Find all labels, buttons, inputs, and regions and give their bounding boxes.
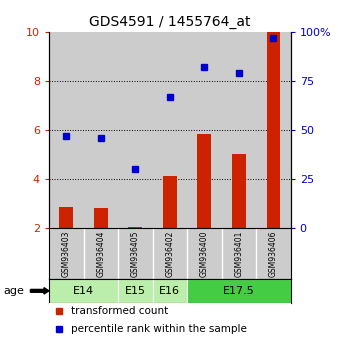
Text: GSM936404: GSM936404 — [96, 230, 105, 277]
Text: GSM936406: GSM936406 — [269, 230, 278, 277]
Bar — [187, 32, 222, 228]
Bar — [59, 207, 73, 228]
Text: transformed count: transformed count — [71, 306, 168, 316]
Bar — [163, 176, 177, 228]
Title: GDS4591 / 1455764_at: GDS4591 / 1455764_at — [89, 16, 250, 29]
Bar — [232, 154, 246, 228]
Bar — [152, 279, 187, 303]
Bar — [197, 133, 211, 228]
Bar — [94, 208, 108, 228]
Text: E15: E15 — [125, 286, 146, 296]
Text: GSM936402: GSM936402 — [165, 230, 174, 277]
Text: GSM936403: GSM936403 — [62, 230, 71, 277]
Bar — [128, 227, 142, 228]
Bar — [49, 32, 83, 228]
Text: age: age — [3, 286, 24, 296]
Text: GSM936401: GSM936401 — [234, 230, 243, 277]
Text: E17.5: E17.5 — [223, 286, 255, 296]
Bar — [49, 279, 118, 303]
Text: percentile rank within the sample: percentile rank within the sample — [71, 324, 247, 335]
Bar — [118, 32, 152, 228]
Bar — [118, 279, 152, 303]
Bar — [256, 32, 291, 228]
Bar — [267, 32, 280, 228]
Bar — [222, 32, 256, 228]
Bar — [152, 32, 187, 228]
Text: E14: E14 — [73, 286, 94, 296]
Text: E16: E16 — [159, 286, 180, 296]
Text: GSM936400: GSM936400 — [200, 230, 209, 277]
Bar — [187, 279, 291, 303]
Text: GSM936405: GSM936405 — [131, 230, 140, 277]
Bar — [83, 32, 118, 228]
